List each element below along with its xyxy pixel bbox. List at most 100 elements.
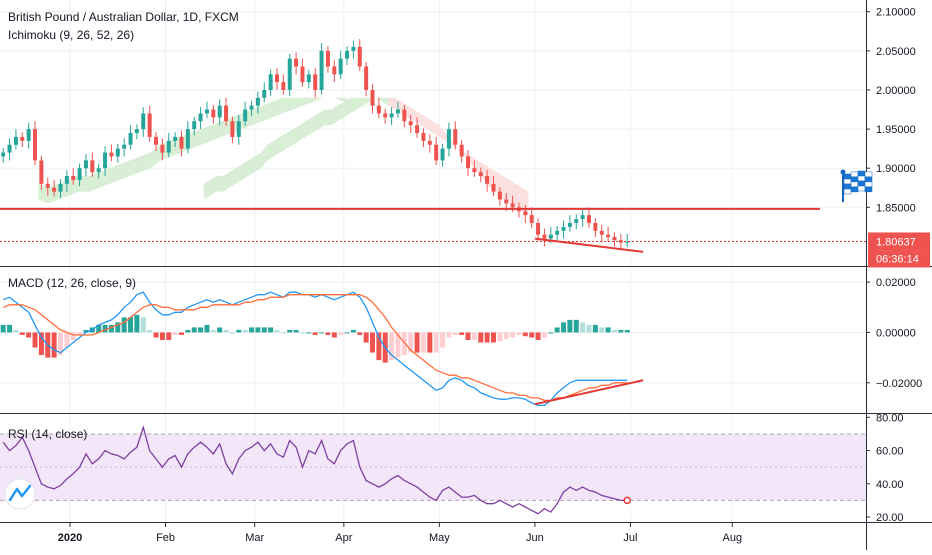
macd-histogram-bar [121,317,127,333]
candle-body [224,105,229,122]
candle-body [192,121,197,130]
rsi-title: RSI (14, close) [8,427,87,441]
macd-histogram-bar [599,327,605,333]
candle-body [58,183,63,192]
candle-body [217,105,222,118]
macd-histogram-bar [19,332,25,335]
candle-body [408,121,413,126]
y-tick-label: 40.00 [876,479,904,491]
flag-cell [864,186,873,193]
flag-cell [843,173,852,180]
macd-histogram-bar [350,329,356,333]
macd-histogram-bar [83,329,89,333]
candle-body [300,66,305,83]
candle-body [71,176,76,180]
candle-body [262,89,267,98]
candle-body [249,105,254,110]
macd-line [2,291,628,407]
candle-body [128,133,133,145]
x-tick-label: Feb [156,532,175,544]
macd-histogram-bar [471,332,477,340]
macd-histogram-bar [325,332,331,335]
macd-histogram-bar [153,332,159,338]
candle-body [357,46,362,67]
macd-histogram-bar [516,332,522,335]
rsi-line [2,425,628,515]
macd-histogram-bar [159,332,165,340]
ichimoku-cloud [38,97,354,204]
candle-body [325,50,330,67]
macd-histogram-bar [0,324,6,333]
macd-histogram-bar [618,329,624,333]
macd-histogram-bar [376,332,382,361]
macd-histogram-bar [140,317,146,333]
candle-body [147,113,152,137]
chart-title: British Pound / Australian Dollar, 1D, F… [8,10,239,24]
candle-body [402,109,407,122]
macd-histogram-bar [185,329,191,333]
candle-body [243,109,248,122]
macd-histogram-bar [13,329,19,333]
ichimoku-cloud [203,97,389,200]
candle-body [211,109,216,118]
macd-histogram-bar [261,327,267,333]
candle-body [395,109,400,114]
y-tick-label: 2.05000 [876,46,916,58]
candle-body [593,222,598,231]
y-tick-label: 2.10000 [876,7,916,19]
x-tick-label: Jul [623,532,637,544]
flag-cell [857,180,866,187]
candle-body [1,152,6,157]
candle-body [33,129,38,161]
flag-pole-top [840,169,846,175]
candle-body [587,215,592,223]
macd-histogram-bar [554,327,560,333]
candle-body [345,50,350,59]
y-tick-label: 1.85000 [876,202,916,214]
candle-body [319,50,324,90]
candle-body [338,58,343,75]
flag-cell [850,186,859,193]
macd-histogram-bar [204,324,210,333]
candle-body [542,234,547,239]
macd-histogram-bar [242,329,248,333]
macd-histogram-bar [77,332,83,335]
candle-body [478,172,483,177]
macd-trendline [534,379,644,406]
macd-histogram-bar [497,332,503,342]
x-tick-label: Aug [722,532,742,544]
candle-body [39,160,44,184]
macd-histogram-bar [7,324,13,333]
last-price-value: 1.80637 [876,236,916,248]
candle-body [173,136,178,141]
candle-body [472,168,477,173]
candle-body [466,156,471,169]
macd-histogram-bar [522,332,528,337]
flag-cell [857,175,866,182]
macd-histogram-bar [573,319,579,333]
candle-body [421,133,426,141]
macd-histogram-bar [510,332,516,338]
macd-histogram-bar [465,332,471,340]
macd-histogram-bar [210,329,216,333]
flag-cell [857,185,866,192]
macd-histogram-bar [70,332,76,340]
candle-body [574,219,579,223]
rsi-last-marker [623,496,631,505]
y-tick-label: 2.00000 [876,85,916,97]
x-tick-label: Mar [245,532,264,544]
macd-histogram-bar [26,332,32,338]
flag-cell [843,188,852,195]
candle-body [274,74,279,83]
macd-histogram-bar [624,329,630,333]
macd-histogram-bar [408,332,414,353]
candle-body [313,74,318,90]
macd-histogram-bar [370,332,376,353]
candle-body [453,129,458,145]
macd-histogram-bar [38,332,44,356]
macd-histogram-bar [459,332,465,335]
macd-histogram-bar [541,332,547,338]
candle-body [122,144,127,149]
candle-body [351,46,356,51]
